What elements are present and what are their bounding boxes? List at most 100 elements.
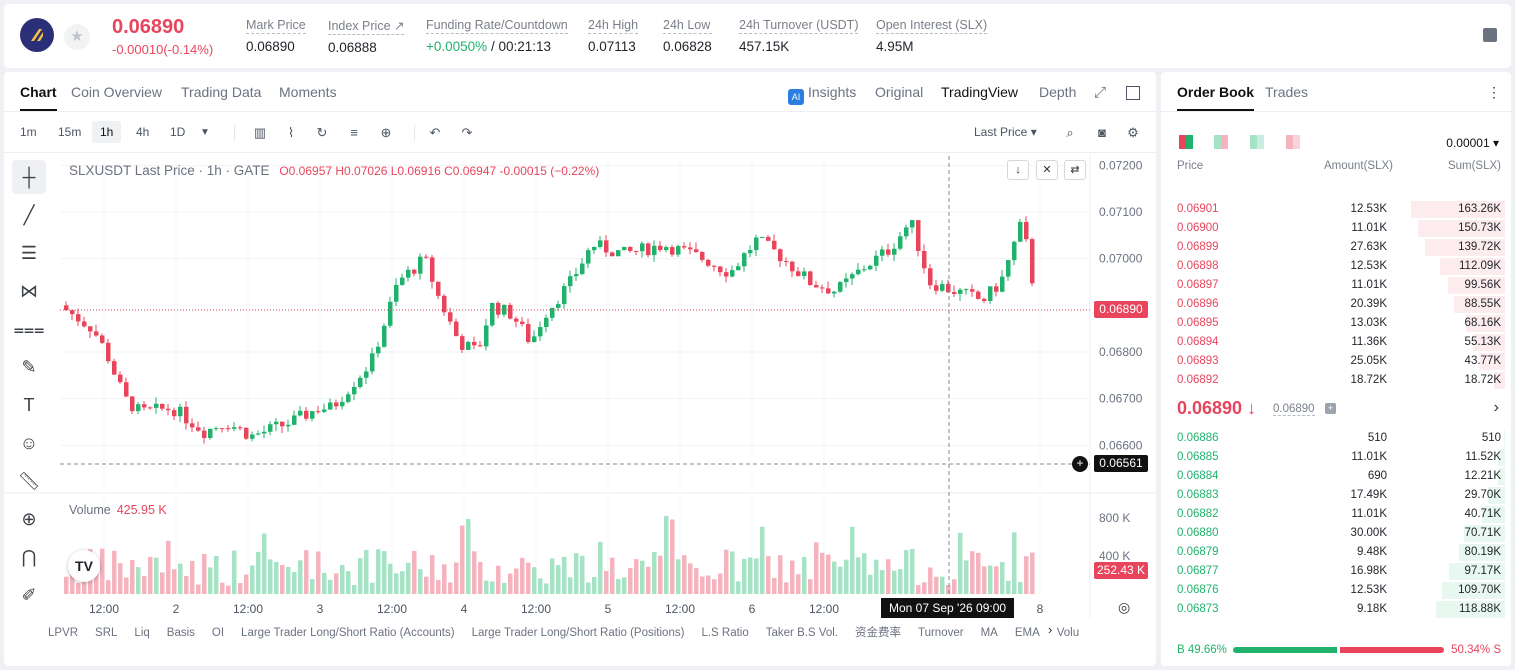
price-type-select[interactable]: Last Price ▾ [974, 125, 1037, 139]
book-layout-both-icon[interactable] [1179, 135, 1193, 154]
timeframe-4h[interactable]: 4h [136, 125, 150, 139]
text-tool-icon[interactable]: T [23, 394, 35, 415]
timeframe-1d[interactable]: 1D [170, 125, 186, 139]
timeframe-15m[interactable]: 15m [58, 125, 82, 139]
trendline-tool-icon[interactable]: ╱ [23, 204, 35, 225]
camera-icon[interactable]: ◙ [1098, 125, 1106, 140]
timeframe-1h[interactable]: 1h [92, 121, 122, 143]
indicator-item[interactable]: Volu [1056, 627, 1080, 639]
indicator-item[interactable]: Large Trader Long/Short Ratio (Positions… [471, 627, 685, 639]
collapse-icon[interactable]: ✕ [1036, 160, 1058, 180]
scroll-down-icon[interactable]: ↓ [1007, 160, 1029, 180]
brush-tool-icon[interactable]: ✎ [21, 356, 37, 377]
ask-row[interactable]: 0.06894 11.36K 55.13K [1161, 333, 1511, 352]
view-original[interactable]: Original [875, 84, 924, 100]
ask-row[interactable]: 0.06898 12.53K 112.09K [1161, 257, 1511, 276]
indicator-item[interactable]: EMA [1014, 627, 1040, 639]
ask-row[interactable]: 0.06900 11.01K 150.73K [1161, 219, 1511, 238]
book-layout-asks-icon[interactable] [1286, 135, 1300, 154]
stat-label[interactable]: Mark Price [246, 18, 306, 34]
tab-chart[interactable]: Chart [20, 84, 57, 111]
indicators-icon[interactable]: ⌇ [287, 125, 295, 140]
tradingview-logo-icon[interactable]: TV [68, 550, 100, 582]
settings-target-icon[interactable]: ◎ [1118, 599, 1131, 615]
stat-open-interest: Open Interest (SLX) 4.95M [876, 18, 988, 54]
favorite-star-icon[interactable]: ★ [64, 24, 90, 50]
bid-row[interactable]: 0.06873 9.18K 118.88K [1161, 600, 1511, 619]
candle-type-icon[interactable]: ▥ [253, 125, 267, 140]
swap-icon[interactable]: ⇄ [1064, 160, 1086, 180]
bid-row[interactable]: 0.06885 11.01K 11.52K [1161, 448, 1511, 467]
add-indicator-icon[interactable]: ⊕ [380, 125, 392, 140]
tab-order-book[interactable]: Order Book [1177, 84, 1255, 111]
magnet-tool-icon[interactable]: ⋂ [21, 546, 37, 567]
view-tradingview[interactable]: TradingView [941, 84, 1019, 100]
indicator-item[interactable]: SRL [95, 627, 118, 639]
crosshair-tool-icon[interactable]: ┼ [12, 160, 46, 194]
tab-coin-overview[interactable]: Coin Overview [71, 84, 163, 100]
stat-label[interactable]: Funding Rate/Countdown [426, 18, 568, 34]
bid-row[interactable]: 0.06876 12.53K 109.70K [1161, 581, 1511, 600]
template-icon[interactable]: ≡ [350, 125, 358, 140]
search-icon[interactable]: ⌕ [1066, 125, 1074, 140]
bid-row[interactable]: 0.06883 17.49K 29.70K [1161, 486, 1511, 505]
more-menu-icon[interactable]: ⋮ [1487, 84, 1501, 100]
candlestick-chart[interactable]: 0.072000.071000.070000.069000.068000.067… [4, 72, 1156, 666]
indicator-item[interactable]: Liq [134, 627, 150, 639]
bid-row[interactable]: 0.06879 9.48K 80.19K [1161, 543, 1511, 562]
zoom-tool-icon[interactable]: ⊕ [21, 508, 37, 529]
indicator-item[interactable]: LPVR [48, 627, 79, 639]
pen-lock-tool-icon[interactable]: ✐ [21, 584, 37, 605]
bid-row[interactable]: 0.06886 510 510 [1161, 429, 1511, 448]
gear-icon[interactable]: ⚙ [1127, 125, 1139, 140]
indicator-item[interactable]: MA [980, 627, 998, 639]
stat-label[interactable]: Index Price ↗ [328, 19, 405, 35]
tab-trading-data[interactable]: Trading Data [181, 84, 262, 100]
bid-row[interactable]: 0.06884 690 12.21K [1161, 467, 1511, 486]
tab-trades[interactable]: Trades [1265, 84, 1309, 100]
book-icon[interactable] [1483, 28, 1497, 42]
add-alert-icon[interactable]: + [1072, 456, 1088, 472]
indicator-item[interactable]: Basis [166, 627, 195, 639]
volume-bar [112, 550, 117, 594]
indicator-item[interactable]: OI [211, 627, 225, 639]
volume-bar [304, 550, 309, 594]
ask-row[interactable]: 0.06893 25.05K 43.77K [1161, 352, 1511, 371]
indicator-item[interactable]: Large Trader Long/Short Ratio (Accounts) [241, 627, 455, 639]
precision-select[interactable]: 0.00001 ▾ [1446, 136, 1499, 150]
horizontal-lines-tool-icon[interactable]: ☰ [20, 242, 38, 263]
book-layout-split-icon[interactable] [1214, 135, 1228, 154]
ask-row[interactable]: 0.06899 27.63K 139.72K [1161, 238, 1511, 257]
ask-row[interactable]: 0.06895 13.03K 68.16K [1161, 314, 1511, 333]
ask-row[interactable]: 0.06897 11.01K 99.56K [1161, 276, 1511, 295]
emoji-tool-icon[interactable]: ☺ [19, 432, 39, 453]
tab-moments[interactable]: Moments [279, 84, 337, 100]
insights-button[interactable]: AI Insights [788, 84, 856, 105]
indicator-item[interactable]: Turnover [917, 627, 964, 639]
timeframe-1m[interactable]: 1m [20, 125, 37, 139]
info-icon[interactable]: + [1325, 403, 1336, 414]
bid-row[interactable]: 0.06877 16.98K 97.17K [1161, 562, 1511, 581]
pattern-tool-icon[interactable]: ⋈ [20, 280, 38, 301]
stat-label[interactable]: Open Interest (SLX) [876, 18, 988, 34]
indicator-item[interactable]: 资金费率 [854, 627, 901, 639]
redo-icon[interactable]: ↷ [461, 125, 473, 140]
expand-icon[interactable]: ⤢ [1094, 84, 1107, 101]
undo-icon[interactable]: ↶ [429, 125, 441, 140]
book-layout-bids-icon[interactable] [1250, 135, 1264, 154]
ask-row[interactable]: 0.06896 20.39K 88.55K [1161, 295, 1511, 314]
chevron-right-icon[interactable]: › [1048, 622, 1053, 637]
fib-tool-icon[interactable]: ⩶ [13, 318, 45, 339]
ask-row[interactable]: 0.06892 18.72K 18.72K [1161, 371, 1511, 390]
indicator-item[interactable]: Taker B.S Vol. [765, 627, 838, 639]
indicator-item[interactable]: L.S Ratio [701, 627, 749, 639]
bid-row[interactable]: 0.06880 30.00K 70.71K [1161, 524, 1511, 543]
view-depth[interactable]: Depth [1039, 84, 1077, 100]
refresh-icon[interactable]: ↻ [316, 125, 328, 140]
chevron-down-icon[interactable]: ▼ [200, 127, 210, 138]
chevron-right-icon[interactable]: › [1493, 399, 1499, 416]
ask-row[interactable]: 0.06901 12.53K 163.26K [1161, 200, 1511, 219]
bid-row[interactable]: 0.06882 11.01K 40.71K [1161, 505, 1511, 524]
ruler-tool-icon[interactable]: 📏︎ [17, 470, 41, 491]
window-icon[interactable] [1126, 86, 1140, 100]
